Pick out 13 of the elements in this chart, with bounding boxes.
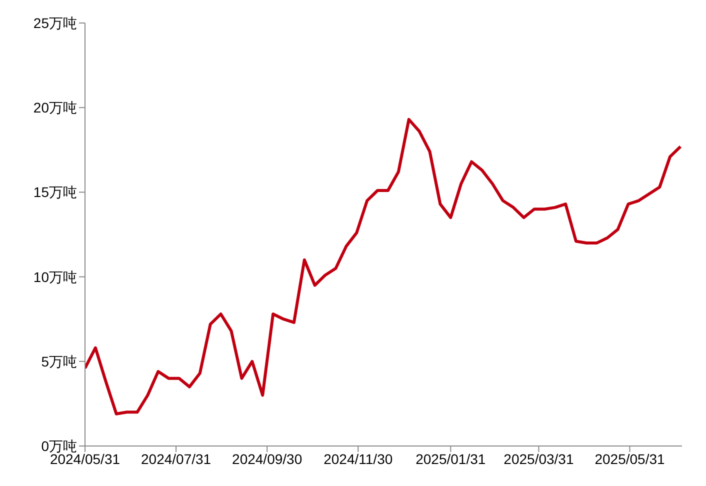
x-tick-label: 2025/05/31 — [594, 450, 666, 467]
x-tick-label: 2024/07/31 — [141, 450, 212, 467]
x-tick-label: 2025/03/31 — [504, 450, 574, 467]
y-tick-label: 5万吨 — [41, 353, 77, 370]
y-tick-label: 20万吨 — [33, 100, 77, 116]
x-tick-label: 2024/11/30 — [324, 450, 393, 467]
y-tick-label: 10万吨 — [33, 268, 77, 285]
y-tick-label: 25万吨 — [33, 14, 77, 31]
x-tick-label: 2025/01/31 — [416, 450, 486, 467]
y-tick-label: 0万吨 — [41, 438, 77, 454]
x-tick-label: 2024/09/30 — [232, 450, 302, 467]
y-tick-label: 15万吨 — [33, 184, 77, 200]
line-series — [85, 118, 682, 416]
